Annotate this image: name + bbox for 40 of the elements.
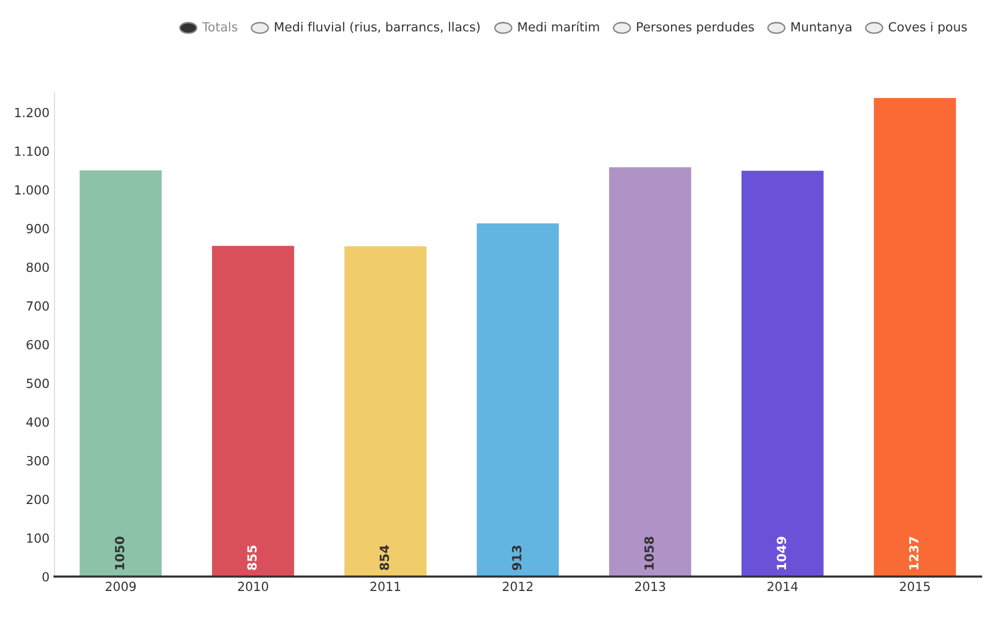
text: Medi marítim: [518, 21, 599, 32]
text: Muntanya: [791, 22, 852, 34]
data-label: 913: [512, 546, 522, 570]
text: Totals: [202, 22, 238, 32]
y-tick-label: 0: [42, 572, 49, 582]
y-tick-label: 700: [26, 301, 49, 311]
y-tick-label: 100: [27, 533, 49, 543]
y-tick-label: 300: [26, 456, 49, 466]
x-tick-label: 2009: [106, 582, 136, 592]
bar: [212, 246, 294, 577]
data-label: 855: [247, 546, 257, 570]
bar: [344, 246, 426, 577]
x-tick-label: 2011: [370, 582, 400, 592]
y-tick-label: 400: [26, 417, 49, 427]
bar: [609, 167, 692, 577]
x-tick-label: 2014: [768, 582, 798, 592]
y-tick-label: 800: [26, 262, 49, 272]
y-tick-label: 1.000: [15, 185, 49, 195]
data-label: 1058: [644, 536, 654, 570]
x-tick-label: 2012: [502, 582, 532, 592]
y-tick-label: 1.100: [15, 146, 49, 156]
data-label: 1050: [114, 536, 124, 570]
y-tick-label: 200: [26, 494, 49, 504]
y-tick-label: 900: [26, 224, 49, 234]
x-tick-label: 2010: [238, 582, 268, 592]
bar: [476, 223, 559, 577]
data-label: 1049: [776, 536, 786, 570]
data-label: 1237: [909, 537, 919, 570]
y-tick-label: 500: [26, 378, 49, 388]
y-tick-label: 600: [26, 340, 49, 350]
x-tick-label: 2013: [635, 582, 666, 592]
bar: [80, 170, 162, 577]
text: Persones perdudes: [637, 22, 754, 34]
data-label: 854: [380, 545, 390, 570]
text: Medi fluvial (rius, barrancs, llacs): [274, 22, 480, 33]
x-tick-label: 2015: [900, 582, 930, 592]
text: Coves i pous: [888, 22, 967, 34]
bar: [874, 98, 956, 577]
bar: [742, 170, 824, 577]
y-tick-label: 1.200: [15, 108, 49, 118]
